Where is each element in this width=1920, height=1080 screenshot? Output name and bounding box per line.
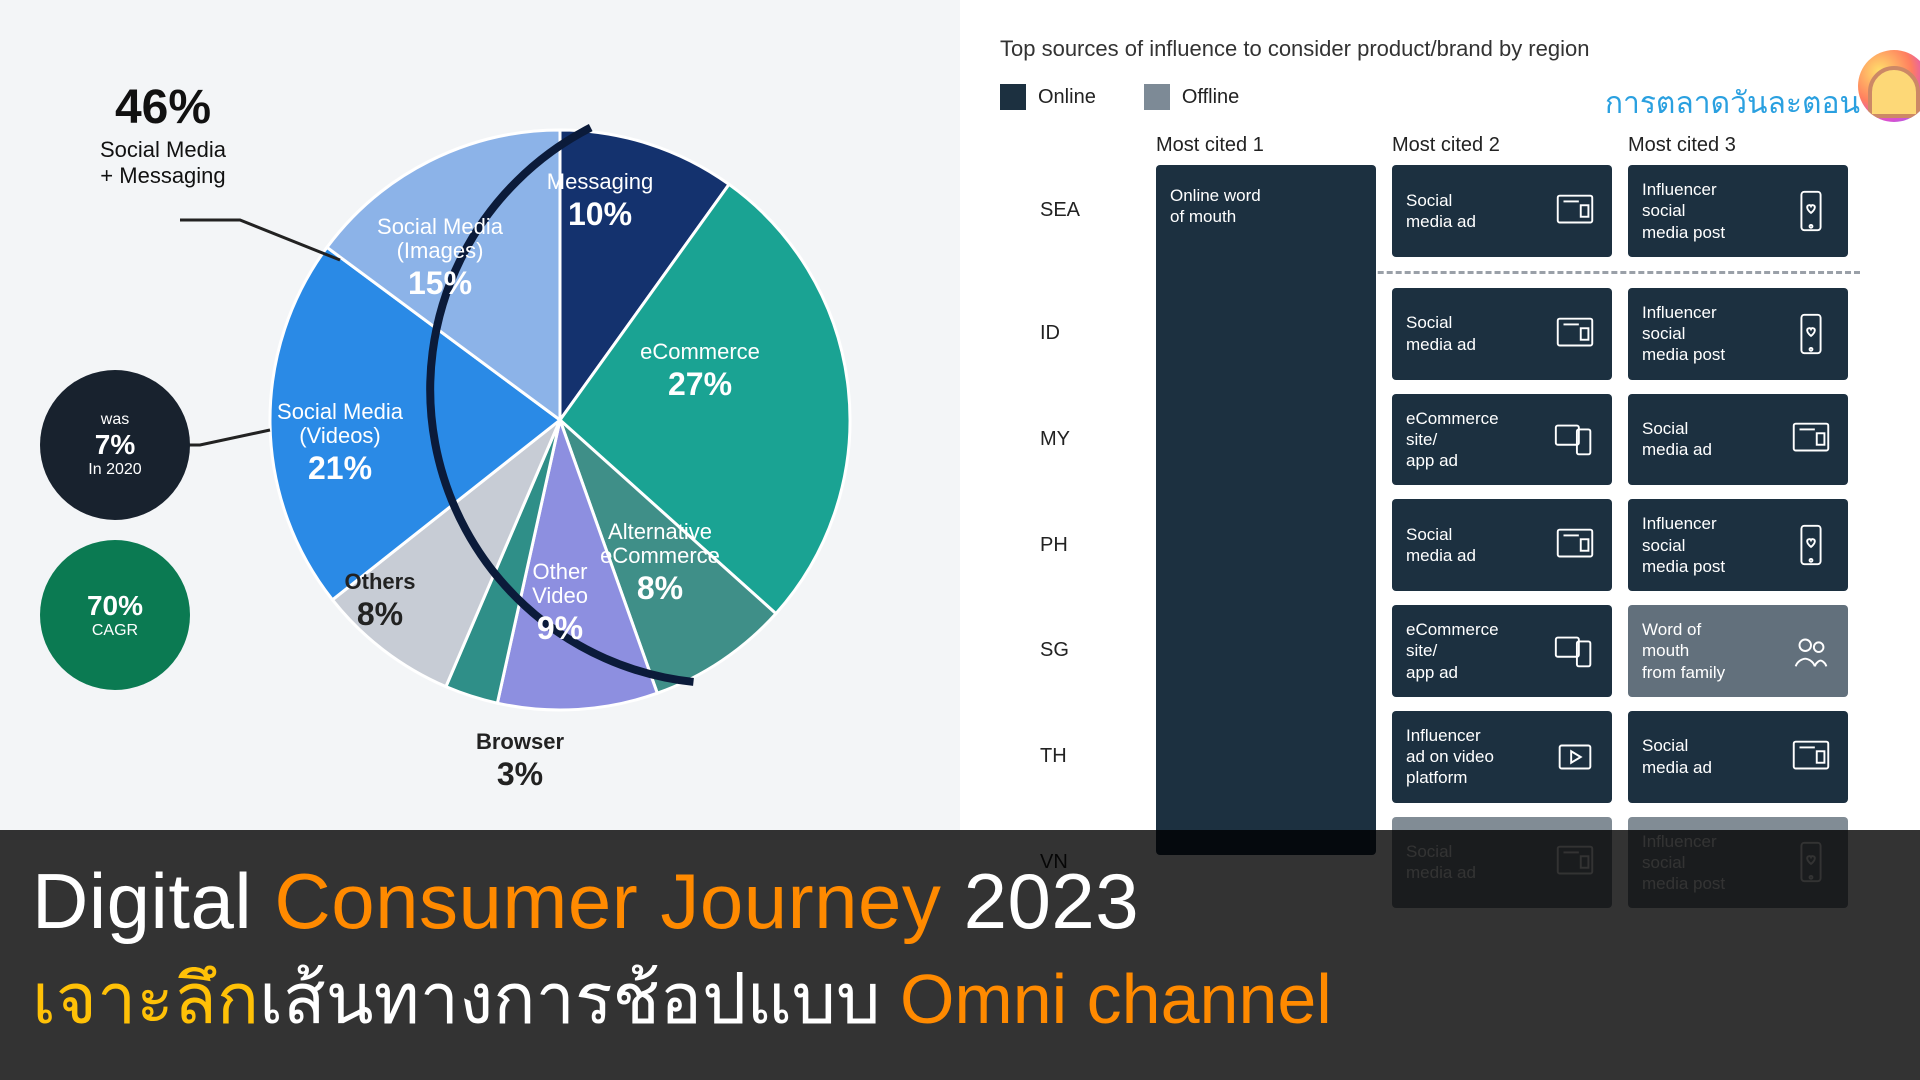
matrix-cell: Socialmedia ad — [1392, 499, 1612, 591]
matrix-cell: Influencerad on videoplatform — [1392, 711, 1612, 803]
legend-item: Online — [1000, 84, 1096, 110]
matrix-cell: Socialmedia ad — [1628, 711, 1848, 803]
screen-icon — [1552, 522, 1598, 568]
screen-icon — [1788, 734, 1834, 780]
brand-text: การตลาดวันละตอน — [1605, 80, 1860, 127]
pie-chart: Messaging10%eCommerce27%AlternativeeComm… — [260, 120, 860, 720]
legend-item: Offline — [1144, 84, 1239, 110]
headline-overlay: Digital Consumer Journey 2023 เจาะลึกเส้… — [0, 830, 1920, 1080]
region-label: ID — [1040, 288, 1140, 380]
region-label: SG — [1040, 605, 1140, 697]
headline-line-2: เจาะลึกเส้นทางการช้อปแบบ Omni channel — [32, 943, 1920, 1054]
matrix-cell: Word ofmouthfrom family — [1628, 605, 1848, 697]
matrix-cell: Online wordof mouth — [1156, 165, 1376, 855]
screen-icon — [1552, 188, 1598, 234]
column-header: Most cited 3 — [1628, 134, 1848, 157]
bubble-cagr-70pct: 70% CAGR — [40, 540, 190, 690]
column-header: Most cited 2 — [1392, 134, 1612, 157]
people-icon — [1788, 628, 1834, 674]
brand-logo-icon — [1858, 50, 1920, 122]
left-panel: 46% Social Media+ Messaging Messaging10%… — [0, 0, 960, 840]
devices-icon — [1552, 628, 1598, 674]
headline-segment: เส้นทางการช้อปแบบ — [259, 960, 900, 1038]
devices-icon — [1552, 416, 1598, 462]
headline-segment: Digital — [32, 857, 274, 945]
matrix-cell: Influencersocialmedia post — [1628, 499, 1848, 591]
right-title: Top sources of influence to consider pro… — [1000, 36, 1880, 62]
callout-46-label: Social Media+ Messaging — [100, 137, 226, 190]
column-headers: Most cited 1 Most cited 2 Most cited 3 — [1040, 134, 1880, 157]
matrix-cell: Influencersocialmedia post — [1628, 288, 1848, 380]
region-label: TH — [1040, 711, 1140, 803]
matrix-cell: eCommercesite/app ad — [1392, 394, 1612, 486]
matrix-cell: eCommercesite/app ad — [1392, 605, 1612, 697]
matrix-cell: Socialmedia ad — [1392, 165, 1612, 257]
headline-line-1: Digital Consumer Journey 2023 — [32, 856, 1920, 947]
matrix-cell: Influencersocialmedia post — [1628, 165, 1848, 257]
screen-icon — [1788, 416, 1834, 462]
callout-46: 46% Social Media+ Messaging — [100, 80, 226, 190]
headline-segment: Consumer Journey — [274, 857, 963, 945]
matrix-cell: Socialmedia ad — [1392, 288, 1612, 380]
matrix-row: SEAOnline wordof mouthSocialmedia adInfl… — [1040, 165, 1880, 257]
callout-46-pct: 46% — [100, 80, 226, 135]
region-label: SEA — [1040, 165, 1140, 257]
headline-segment: Omni channel — [900, 960, 1332, 1038]
matrix-cell: Socialmedia ad — [1628, 394, 1848, 486]
influence-matrix: SEAOnline wordof mouthSocialmedia adInfl… — [1040, 165, 1880, 908]
screen-icon — [1552, 311, 1598, 357]
right-panel: Top sources of influence to consider pro… — [960, 0, 1920, 840]
column-header: Most cited 1 — [1156, 134, 1376, 157]
headline-segment: 2023 — [964, 857, 1140, 945]
phone-heart-icon — [1788, 311, 1834, 357]
phone-heart-icon — [1788, 522, 1834, 568]
phone-heart-icon — [1788, 188, 1834, 234]
region-label: PH — [1040, 499, 1140, 591]
bubble-was-7pct: was 7% In 2020 — [40, 370, 190, 520]
headline-segment: เจาะลึก — [32, 960, 259, 1038]
video-icon — [1552, 734, 1598, 780]
pie-slice-label: Browser3% — [440, 730, 600, 793]
region-label: MY — [1040, 394, 1140, 486]
